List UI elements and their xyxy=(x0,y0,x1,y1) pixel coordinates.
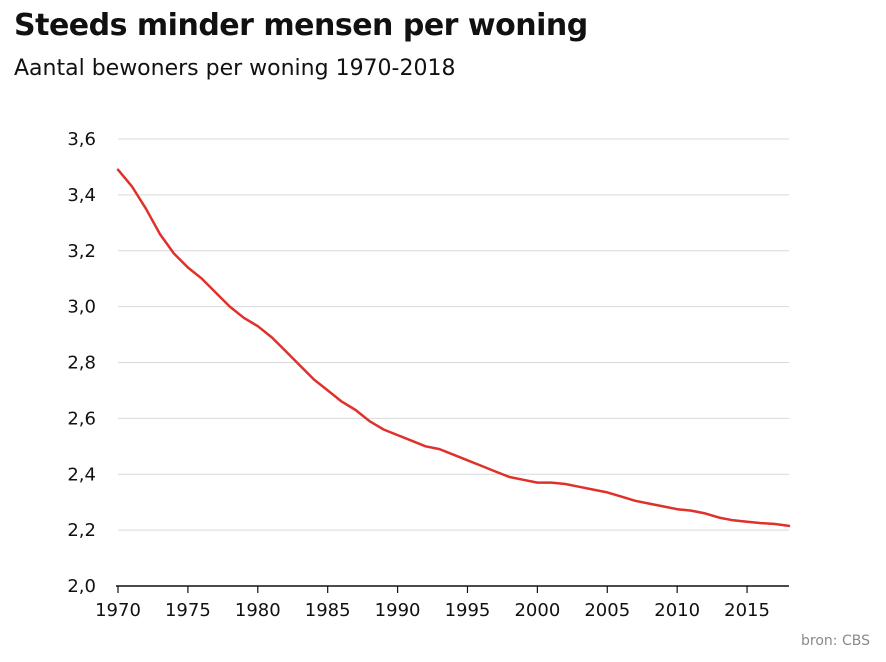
x-tick-label: 1980 xyxy=(235,600,281,621)
x-tick-label: 2015 xyxy=(724,600,770,621)
y-tick-label: 2,8 xyxy=(67,353,96,374)
y-tick-label: 3,6 xyxy=(67,129,96,150)
y-tick-label: 3,4 xyxy=(67,185,96,206)
x-tick-label: 1975 xyxy=(165,600,211,621)
y-tick-label: 2,2 xyxy=(67,520,96,541)
axes: 2,0 2,2 2,4 2,6 2,8 3,0 3,2 3,4 3,6 1970 1975 1980 1… xyxy=(67,129,789,621)
series-layer xyxy=(116,168,791,528)
gridlines xyxy=(118,138,789,531)
chart-title: Steeds minder mensen per woning xyxy=(14,8,588,43)
x-tick-label: 1995 xyxy=(445,600,491,621)
y-tick-label: 2,4 xyxy=(67,464,96,485)
x-tick-label: 2010 xyxy=(654,600,700,621)
y-tick-label: 2,0 xyxy=(67,576,96,597)
x-tick-label: 2000 xyxy=(514,600,560,621)
y-tick-label: 3,0 xyxy=(67,297,96,318)
y-tick-label: 3,2 xyxy=(67,241,96,262)
x-tick-label: 1970 xyxy=(95,600,141,621)
x-tick-label: 1985 xyxy=(305,600,351,621)
x-tick-label: 1990 xyxy=(375,600,421,621)
x-tick-label: 2005 xyxy=(584,600,630,621)
chart-subtitle: Aantal bewoners per woning 1970-2018 xyxy=(14,56,456,81)
series-line xyxy=(116,168,791,528)
source-note: bron: CBS xyxy=(801,633,870,649)
y-tick-label: 2,6 xyxy=(67,408,96,429)
